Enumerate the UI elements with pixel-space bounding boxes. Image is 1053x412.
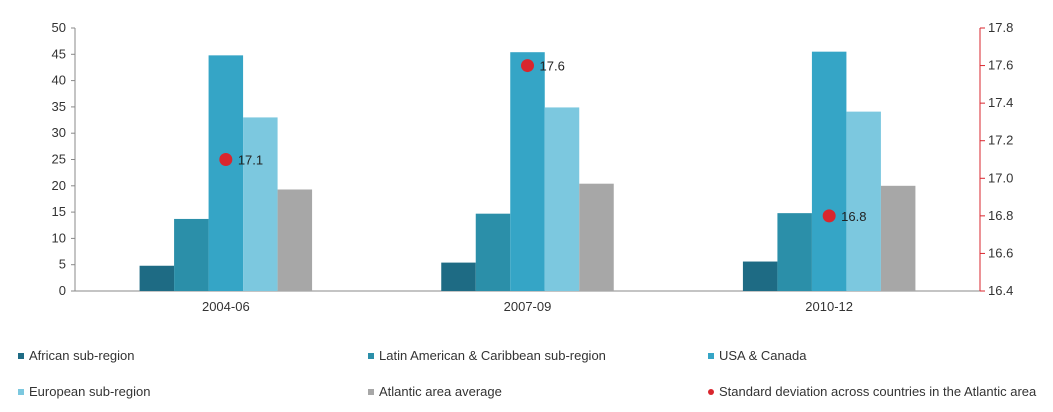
y-tick-label: 25	[52, 152, 66, 167]
y2-tick-label: 16.6	[988, 245, 1013, 260]
y2-tick-label: 16.4	[988, 283, 1013, 298]
legend-label: European sub-region	[29, 384, 151, 399]
y-tick-label: 35	[52, 99, 66, 114]
y2-tick-label: 17.0	[988, 170, 1013, 185]
bar	[579, 183, 614, 291]
legend-swatch	[18, 352, 24, 359]
bar	[441, 262, 476, 291]
bar	[475, 213, 511, 291]
legend-label: USA & Canada	[719, 348, 807, 363]
y-tick-label: 0	[59, 283, 66, 298]
y-tick-label: 40	[52, 73, 66, 88]
bar	[777, 213, 812, 291]
y-tick-label: 20	[52, 178, 66, 193]
y-tick-label: 45	[52, 46, 66, 61]
legend: African sub-region Latin American & Carib…	[0, 338, 1053, 412]
y-tick-label: 30	[52, 125, 66, 140]
y-tick-label: 5	[59, 257, 66, 272]
bar	[243, 117, 278, 291]
legend-item: Latin American & Caribbean sub-region	[368, 348, 606, 363]
legend-label: Latin American & Caribbean sub-region	[379, 348, 606, 363]
x-tick-label: 2004-06	[202, 299, 250, 314]
bar	[510, 52, 545, 292]
y2-tick-label: 17.8	[988, 20, 1013, 35]
y-tick-label: 10	[52, 230, 66, 245]
y-tick-label: 50	[52, 20, 66, 35]
legend-item: Atlantic area average	[368, 384, 502, 399]
legend-swatch	[708, 388, 714, 395]
y2-tick-label: 17.4	[988, 95, 1013, 110]
bar	[544, 107, 580, 292]
point	[219, 153, 233, 166]
bar	[139, 265, 175, 291]
y2-tick-label: 17.2	[988, 133, 1013, 148]
bar	[277, 189, 313, 291]
x-tick-label: 2007-09	[504, 299, 552, 314]
bar	[208, 55, 244, 291]
bar	[811, 51, 847, 291]
bar	[846, 111, 881, 291]
legend-swatch	[708, 352, 714, 359]
y2-tick-label: 17.6	[988, 58, 1013, 73]
data-label: 17.6	[540, 59, 565, 74]
legend-item: Standard deviation across countries in t…	[708, 384, 1036, 399]
point	[822, 209, 836, 223]
y2-tick-label: 16.8	[988, 208, 1013, 223]
legend-label: African sub-region	[29, 348, 135, 363]
data-label: 17.1	[238, 153, 263, 168]
legend-label: Standard deviation across countries in t…	[719, 384, 1037, 399]
legend-swatch	[368, 388, 374, 395]
y-tick-label: 15	[52, 204, 66, 219]
data-label: 16.8	[841, 209, 866, 224]
legend-label: Atlantic area average	[379, 384, 502, 399]
legend-item: USA & Canada	[708, 348, 806, 363]
bar	[880, 185, 916, 291]
legend-swatch	[368, 352, 374, 359]
legend-item: European sub-region	[18, 384, 150, 399]
legend-swatch	[18, 388, 24, 395]
x-tick-label: 2010-12	[805, 299, 853, 314]
point	[521, 59, 534, 73]
bar	[174, 218, 209, 291]
bar	[742, 261, 778, 291]
legend-item: African sub-region	[18, 348, 135, 363]
